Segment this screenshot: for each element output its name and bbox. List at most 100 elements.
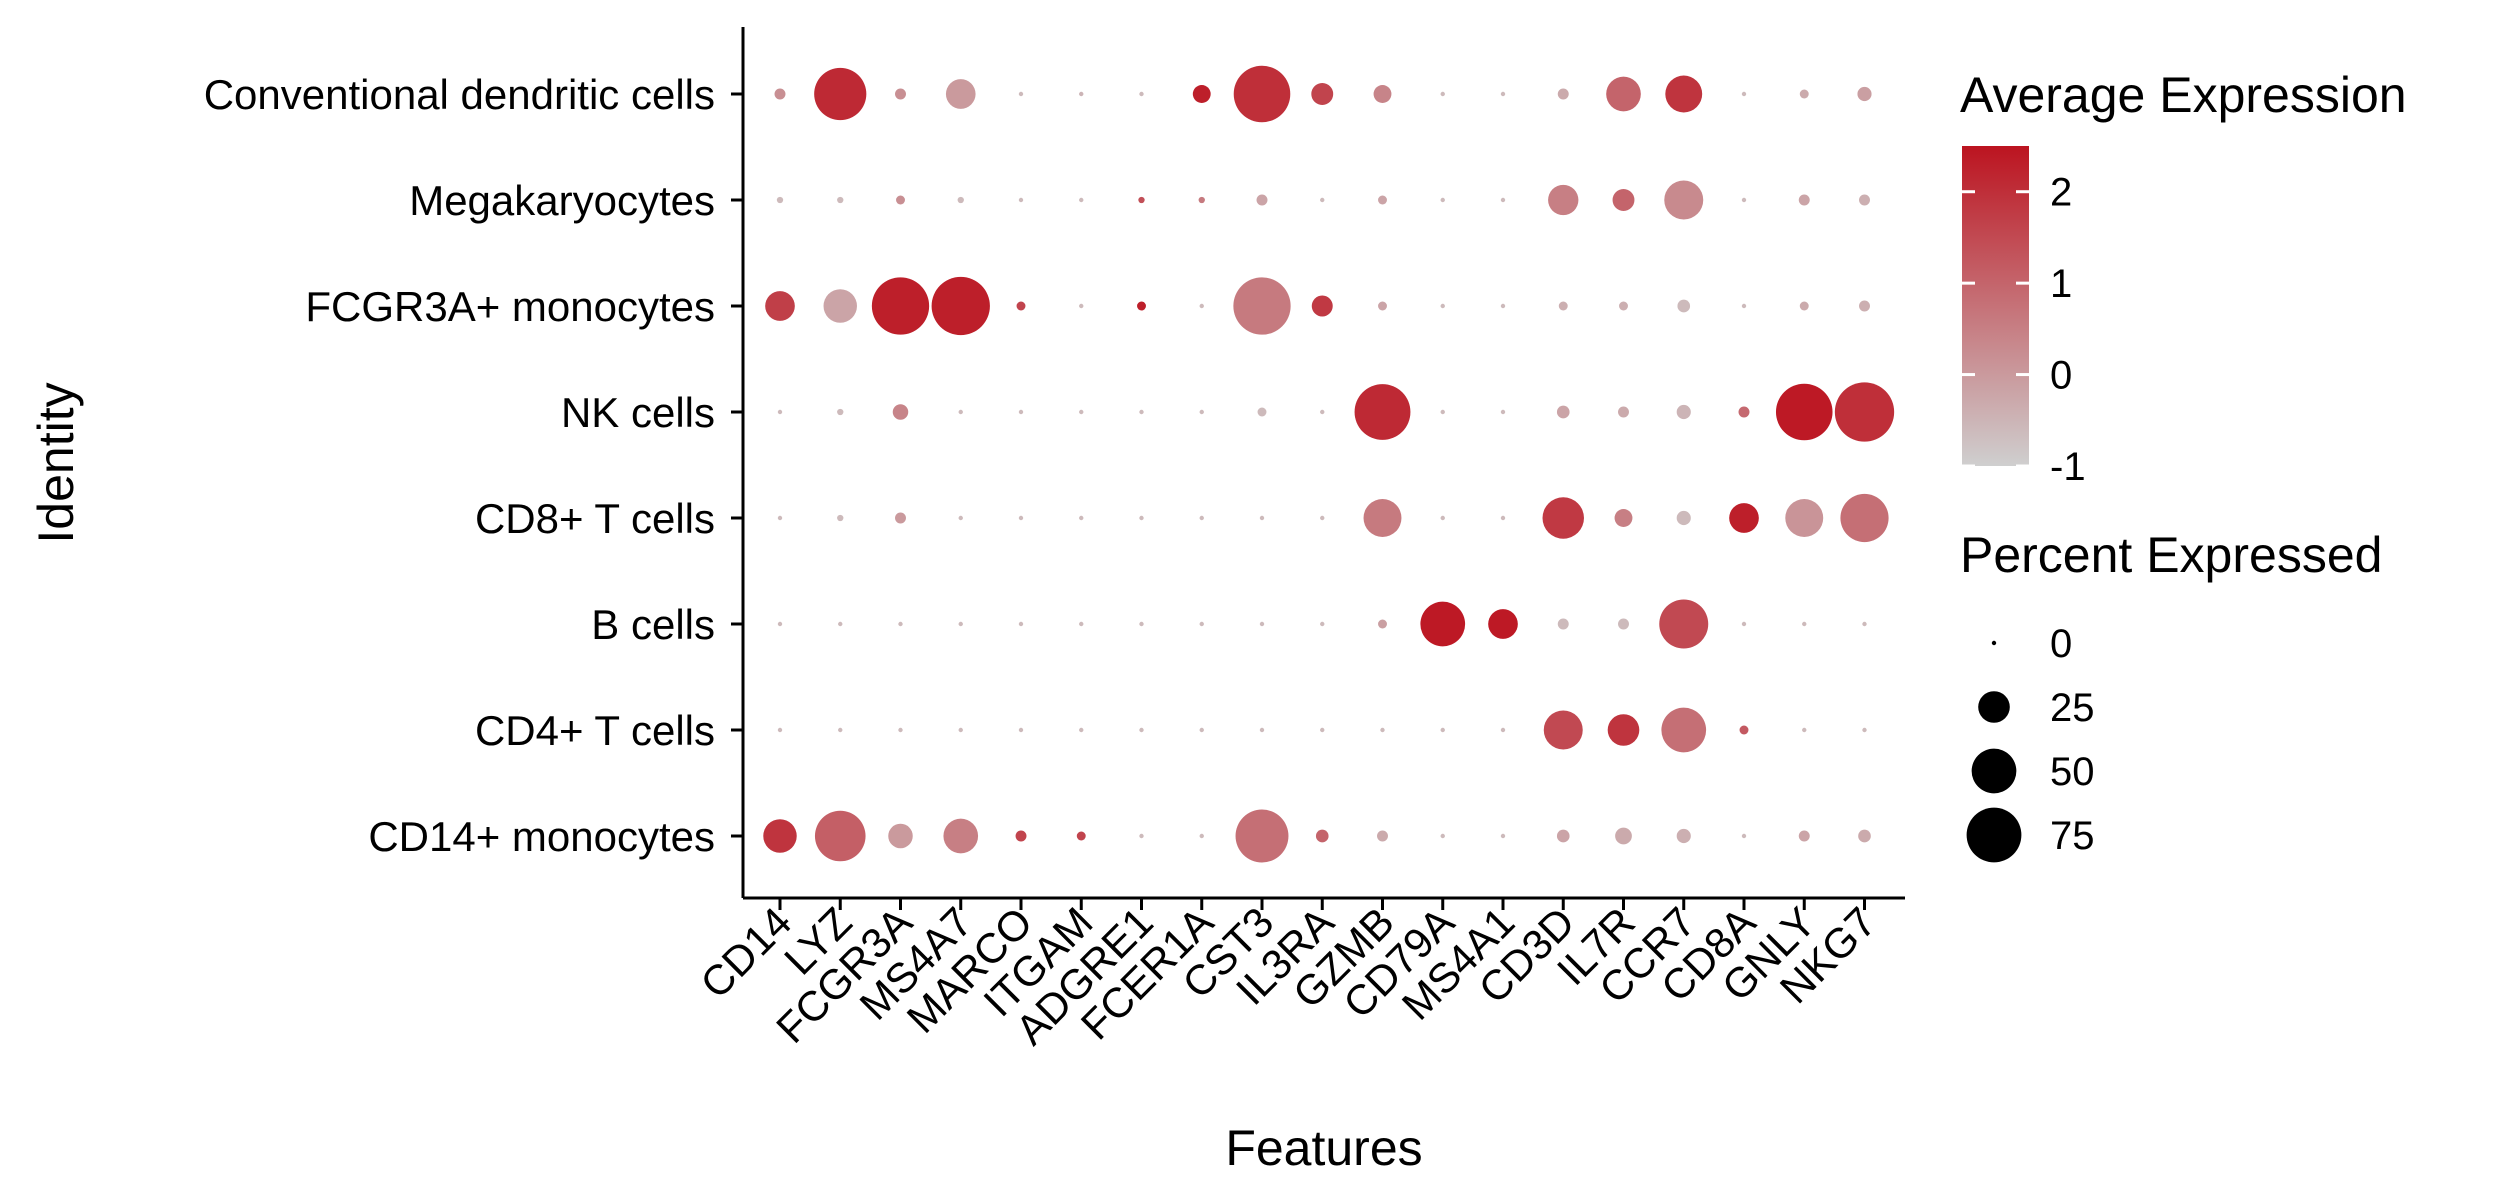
dot-point (1618, 618, 1629, 630)
color-gradient-bar (1962, 146, 2029, 466)
y-axis-ticks: Conventional dendritic cells Megakaryocyt… (204, 71, 743, 860)
dot-point (1079, 515, 1084, 521)
dot-point (1614, 509, 1633, 527)
dot-point (1558, 301, 1568, 311)
dot-point (1139, 833, 1144, 839)
dot-point (1018, 621, 1024, 627)
dot-point (1741, 621, 1747, 627)
dot-point (888, 823, 913, 849)
dot-point (1079, 621, 1084, 627)
size-legend-label: 50 (2050, 750, 2095, 794)
dot-point (1665, 75, 1703, 113)
dot-point (1076, 831, 1086, 841)
y-tick-label: FCGR3A+ monocytes (305, 283, 715, 330)
dot-point (1799, 89, 1809, 99)
dot-point (1320, 197, 1325, 203)
dot-point (1775, 383, 1833, 441)
dot-point (1543, 710, 1583, 750)
dot-point (871, 277, 930, 335)
dot-point (1500, 197, 1506, 203)
y-tick-label: B cells (591, 601, 715, 648)
dot-point (1018, 409, 1024, 415)
dot-point (1500, 91, 1506, 97)
dot-point (1440, 833, 1445, 839)
dot-point (1676, 828, 1691, 844)
dot-point (958, 515, 963, 521)
y-tick-label: CD4+ T cells (475, 707, 715, 754)
dot-point (1741, 303, 1747, 309)
x-axis-title: Features (1225, 1120, 1422, 1176)
dot-point (1556, 829, 1570, 843)
dot-point (1659, 599, 1709, 649)
plot-area (763, 65, 1895, 863)
dot-point (1488, 609, 1518, 639)
dot-point (1618, 406, 1629, 418)
dot-point (1741, 197, 1747, 203)
dot-point (1500, 833, 1506, 839)
dot-point (1259, 727, 1265, 733)
dot-point (896, 195, 905, 205)
size-legend: Percent Expressed 0 25 50 75 (1960, 527, 2382, 863)
dot-point (895, 88, 906, 100)
dot-point (1739, 725, 1749, 735)
dot-point (1377, 830, 1388, 842)
dot-point (1420, 601, 1466, 647)
dot-point (838, 727, 843, 733)
dot-point (814, 67, 867, 121)
dot-point (1257, 407, 1267, 417)
dot-point (1378, 195, 1387, 205)
dot-point (1256, 194, 1268, 206)
dot-point (1199, 303, 1204, 309)
dot-point (1138, 196, 1145, 204)
dot-point (1798, 194, 1810, 206)
dot-point (1016, 301, 1026, 311)
dot-point (1079, 197, 1084, 203)
dot-point (777, 621, 783, 627)
dot-point (1741, 91, 1747, 97)
dot-point (1556, 405, 1570, 419)
dot-point (1079, 91, 1084, 97)
dot-point (1320, 515, 1325, 521)
dot-point (898, 621, 903, 627)
color-legend-label: -1 (2050, 445, 2086, 489)
dot-point (1612, 189, 1635, 211)
dot-point (1079, 409, 1084, 415)
dot-point (1738, 406, 1750, 418)
dot-point (1607, 714, 1640, 746)
dot-point (1440, 197, 1445, 203)
y-axis-title: Identity (28, 382, 84, 543)
dot-point (898, 727, 903, 733)
dot-point (765, 291, 795, 321)
dot-point (1320, 409, 1325, 415)
dot-point (1676, 510, 1691, 526)
dot-point (958, 409, 963, 415)
x-axis-ticks: CD14LYZFCGR3AMS4A7MARCOITGAMADGRE1FCER1A… (691, 898, 1885, 1053)
dot-point (1378, 301, 1387, 311)
dot-point (1799, 301, 1809, 311)
dot-point (1320, 621, 1325, 627)
dot-point (1315, 829, 1329, 843)
dot-point (1137, 301, 1146, 311)
size-legend-dot (1966, 807, 2022, 863)
dot-point (931, 276, 990, 336)
dot-point (1199, 409, 1204, 415)
dot-point (1199, 727, 1204, 733)
dot-point (1857, 86, 1872, 102)
dot-point (1619, 301, 1628, 311)
dot-point (1557, 618, 1569, 630)
dot-point (1198, 196, 1205, 204)
dot-point (1802, 621, 1807, 627)
dot-point (814, 810, 866, 862)
dot-point (1542, 497, 1584, 539)
dot-point (1233, 65, 1291, 123)
dot-point (1500, 515, 1506, 521)
size-legend-dot (1971, 748, 2017, 794)
dot-point (1311, 295, 1333, 317)
size-legend-label: 0 (2050, 622, 2072, 666)
dot-point (1606, 76, 1641, 112)
dot-point (1139, 621, 1144, 627)
dot-point (837, 196, 844, 204)
dot-point (1235, 809, 1289, 863)
dot-point (1373, 85, 1392, 103)
dot-point (1018, 197, 1024, 203)
